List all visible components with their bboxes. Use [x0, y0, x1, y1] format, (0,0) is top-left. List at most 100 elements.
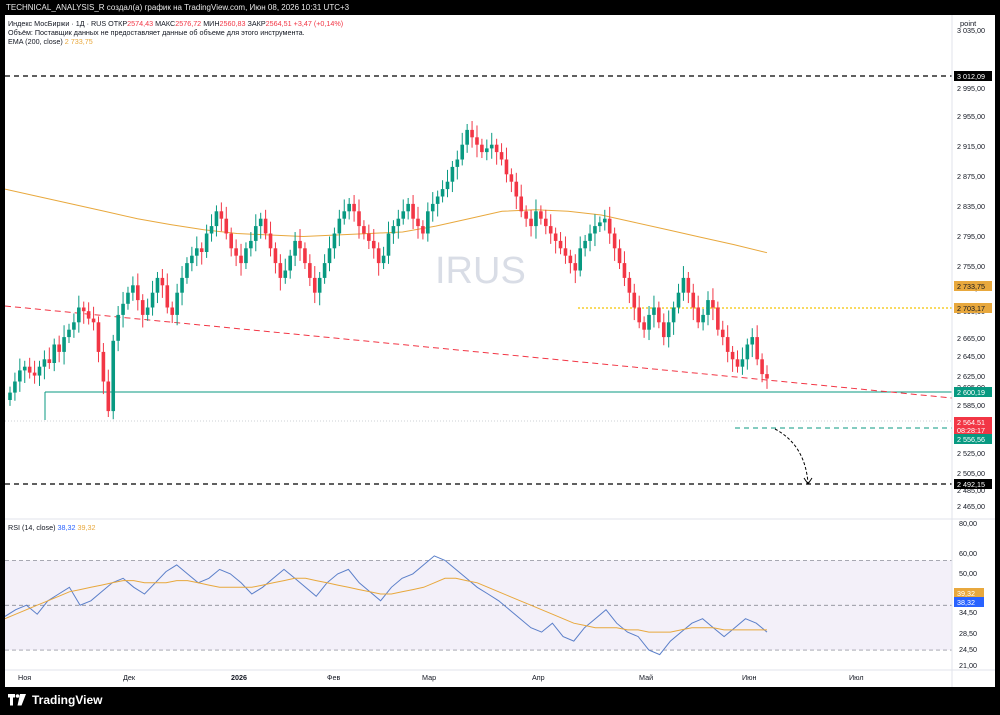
candle-body — [666, 322, 671, 338]
watermark-text: IRUS — [435, 250, 526, 292]
candle-body — [91, 318, 96, 323]
price-tick-label: 2 835,00 — [957, 202, 985, 211]
rsi-tick-label: 24,50 — [959, 645, 977, 654]
candle-body — [347, 203, 351, 212]
rsi-value: 38,32 — [57, 523, 76, 532]
candle-body — [204, 233, 209, 252]
candle-body — [539, 211, 543, 219]
price-label-text: 2 703,17 — [957, 304, 985, 313]
candle-body — [52, 344, 57, 363]
candle-body — [268, 233, 273, 249]
candle-body — [278, 263, 283, 278]
candle-body — [42, 359, 47, 367]
candle-body — [263, 218, 268, 234]
price-label-text: 08:28:17 — [957, 426, 985, 435]
candle-body — [219, 211, 224, 219]
candle-body — [652, 307, 656, 315]
candle-body — [13, 381, 17, 393]
candle-body — [376, 248, 381, 264]
candle-body — [199, 248, 204, 252]
candle-body — [185, 263, 189, 278]
rsi-tick-label: 34,50 — [959, 608, 977, 617]
candle-body — [234, 248, 238, 256]
candle-body — [86, 311, 91, 319]
time-tick-label: Мар — [422, 673, 436, 682]
candle-body — [239, 255, 243, 264]
candle-body — [352, 203, 356, 212]
price-tick-label: 2 995,00 — [957, 84, 985, 93]
low-label: МИН — [203, 19, 220, 28]
candle-body — [145, 307, 150, 315]
price-label-badge — [954, 303, 992, 313]
tradingview-logo-icon — [8, 694, 26, 706]
candle-body — [37, 366, 42, 376]
candle-body — [283, 270, 288, 278]
ohlc-header: Индекс МосБиржи · 1Д · RUS ОТКР2574,43 М… — [8, 19, 343, 28]
price-tick-label: 2 485,00 — [957, 486, 985, 495]
chart-caption: TECHNICAL_ANALYSIS_R создал(а) график на… — [6, 3, 350, 12]
candle-body — [150, 292, 155, 308]
candle-body — [637, 307, 641, 323]
projection-arrowhead — [803, 477, 813, 485]
candle-body — [593, 226, 597, 234]
candle-body — [485, 148, 489, 153]
chart-panel[interactable]: IRUS 3 035,00 2 995,00 2 955,00 2 915,00 2 8… — [5, 15, 995, 687]
candle-body — [489, 144, 494, 149]
candle-body — [760, 359, 764, 375]
candle-body — [165, 285, 170, 308]
candle-body — [740, 359, 745, 367]
candle-body — [62, 337, 66, 352]
candle-body — [480, 144, 484, 153]
candle-body — [386, 233, 391, 256]
change-value: +3,47 (+0,14%) — [293, 19, 344, 28]
time-tick-label: Фев — [327, 673, 340, 682]
candle-body — [116, 314, 120, 341]
ema-legend: EMA (200, close) 2 733,75 — [8, 37, 93, 46]
ema-label: EMA (200, close) — [8, 37, 63, 46]
candle-body — [465, 129, 469, 145]
open-label: ОТКР — [108, 19, 128, 28]
candle-body — [450, 166, 455, 182]
candle-body — [607, 218, 612, 234]
candle-body — [558, 240, 563, 249]
candle-body — [224, 218, 229, 234]
candle-body — [720, 329, 725, 338]
candle-body — [519, 196, 524, 212]
candle-body — [190, 255, 194, 264]
high-value: 2576,72 — [175, 19, 202, 28]
candle-body — [563, 248, 568, 256]
low-value: 2560,83 — [219, 19, 246, 28]
rsi-label: RSI (14, close) — [8, 523, 56, 532]
brand-name: TradingView — [32, 693, 103, 707]
price-label-badge — [954, 71, 992, 81]
price-chart[interactable]: IRUS 3 035,00 2 995,00 2 955,00 2 915,00 2 8… — [5, 15, 995, 687]
rsi-label-badge — [954, 588, 984, 598]
candle-body — [499, 152, 504, 160]
candle-body — [342, 211, 347, 219]
price-tick-label: 2 525,00 — [957, 449, 985, 458]
candle-body — [426, 211, 430, 234]
candle-body — [396, 218, 401, 227]
candle-body — [460, 144, 465, 160]
candle-body — [504, 159, 509, 175]
candle-body — [617, 248, 622, 264]
candle-body — [288, 255, 292, 271]
candle-body — [765, 374, 769, 379]
candle-body — [642, 322, 646, 330]
candle-body — [725, 337, 730, 352]
candle-body — [578, 248, 583, 271]
candle-body — [367, 233, 371, 241]
candle-body — [381, 255, 386, 264]
candle-body — [750, 337, 755, 345]
candle-body — [706, 300, 710, 315]
open-value: 2574,43 — [127, 19, 154, 28]
candle-body — [209, 226, 214, 234]
candle-body — [711, 300, 715, 308]
price-tick-label: 3 035,00 — [957, 26, 985, 35]
candle-body — [322, 263, 327, 278]
price-tick-label: 2 625,00 — [957, 372, 985, 381]
price-tick-label: 2 795,00 — [957, 232, 985, 241]
time-tick-label: Апр — [532, 673, 545, 682]
candle-body — [534, 211, 538, 227]
candle-body — [81, 307, 86, 312]
